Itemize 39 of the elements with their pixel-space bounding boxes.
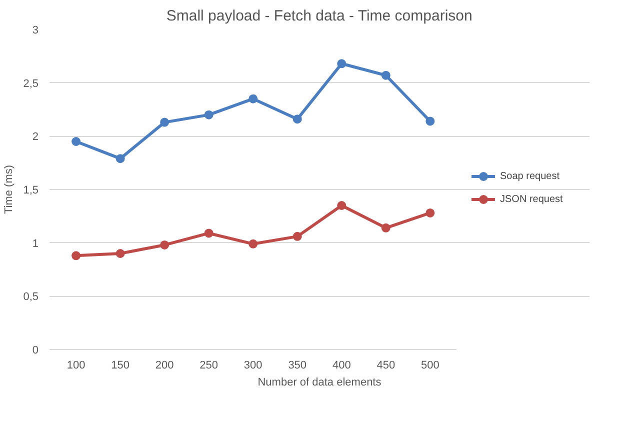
point xyxy=(381,223,390,232)
point xyxy=(337,59,346,68)
point xyxy=(116,154,125,164)
point xyxy=(160,118,170,127)
y-tick-label: 3 xyxy=(32,24,39,36)
point xyxy=(426,208,435,218)
y-tick-label: 0 xyxy=(32,344,39,356)
point xyxy=(72,137,81,146)
point xyxy=(248,239,258,248)
x-tick-label: 200 xyxy=(155,360,174,372)
y-tick-label: 2,5 xyxy=(23,78,39,90)
y-tick-label: 0,5 xyxy=(23,291,39,304)
point xyxy=(292,232,302,241)
legend-label: JSON request xyxy=(500,194,563,204)
point xyxy=(72,251,81,260)
chart-title: Small payload - Fetch data - Time comparison xyxy=(166,8,472,24)
point xyxy=(204,110,214,120)
point xyxy=(292,114,302,124)
legend-label: Soap request xyxy=(500,170,560,182)
x-tick-label: 400 xyxy=(332,360,351,372)
y-axis-title: Time (ms) xyxy=(3,164,16,214)
x-tick-label: 350 xyxy=(288,360,307,372)
x-tick-label: 150 xyxy=(111,360,130,372)
point xyxy=(337,201,346,210)
x-axis-title: Number of data elements xyxy=(258,376,382,388)
y-tick-label: 1,5 xyxy=(23,184,39,196)
x-tick-label: 450 xyxy=(376,360,396,372)
y-tick-label: 2 xyxy=(32,131,39,144)
point xyxy=(116,249,125,258)
point xyxy=(160,240,170,250)
x-tick-label: 500 xyxy=(420,360,440,372)
x-tick-label: 300 xyxy=(244,360,262,372)
point xyxy=(204,228,214,238)
x-tick-label: 100 xyxy=(66,360,86,372)
point xyxy=(426,116,435,126)
point xyxy=(248,94,258,104)
x-tick-label: 250 xyxy=(200,360,218,372)
point xyxy=(381,70,390,80)
y-tick-label: 1 xyxy=(32,238,39,250)
